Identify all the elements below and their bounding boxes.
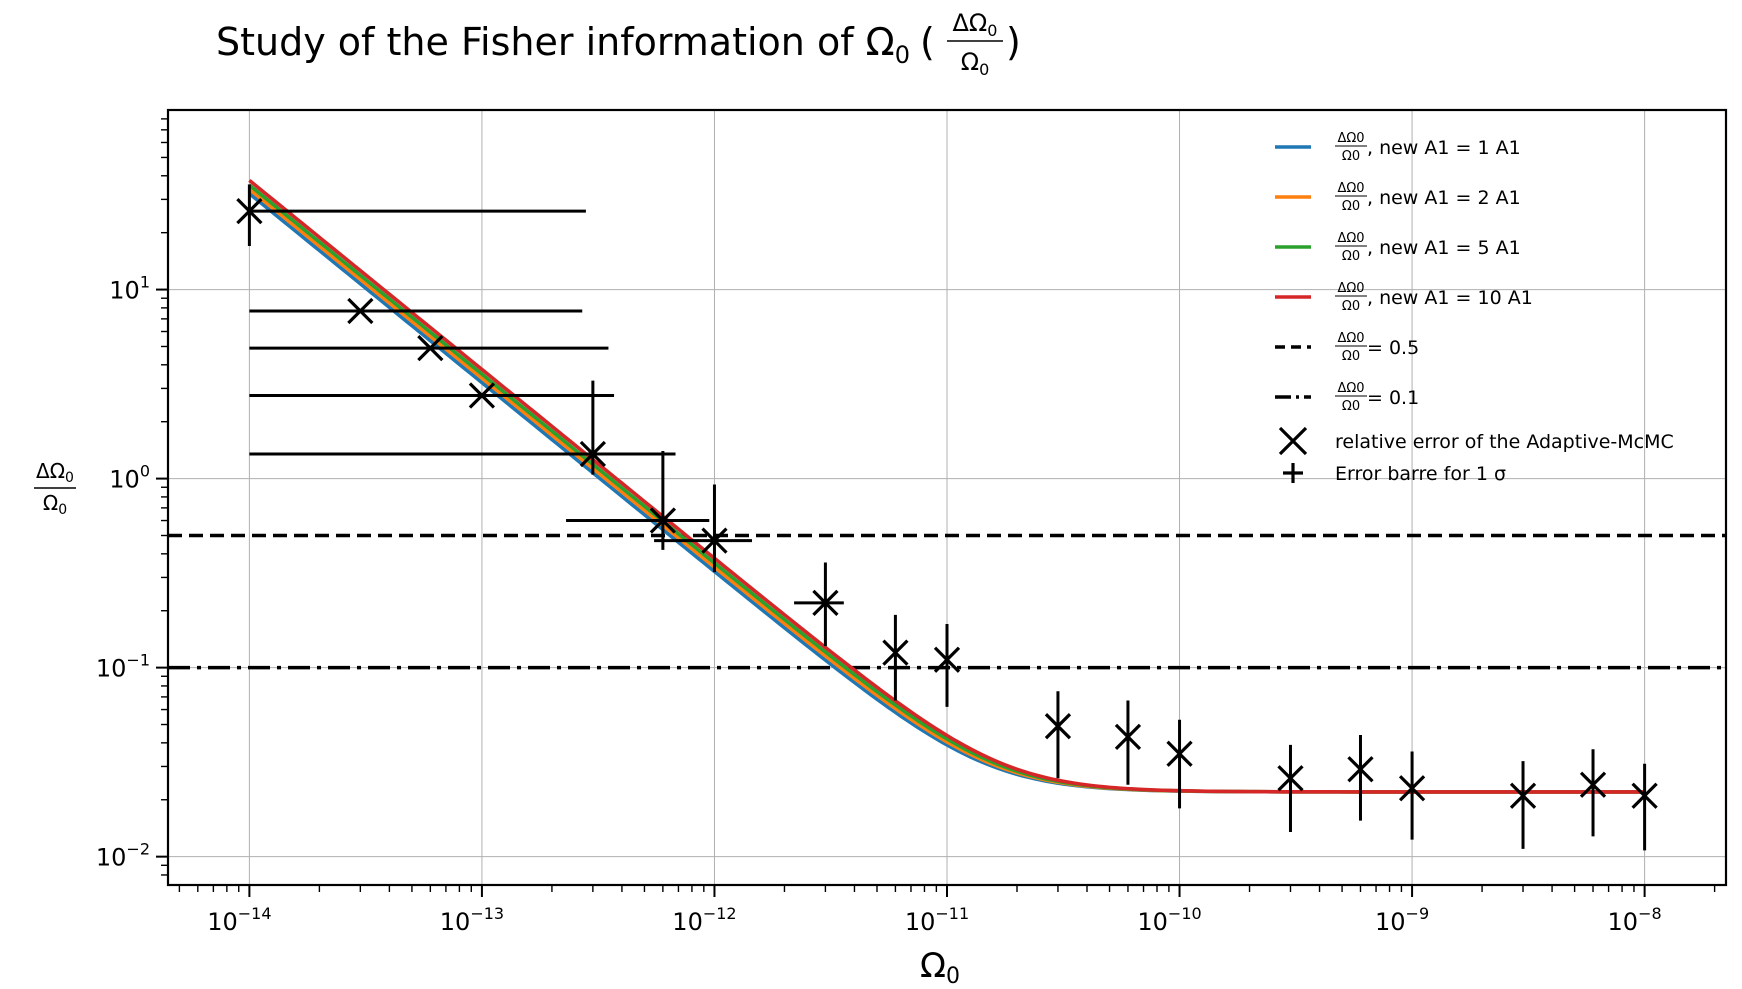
- data-markers: [236, 198, 1658, 809]
- data-point-marker: [1509, 782, 1537, 809]
- data-point-marker: [701, 527, 728, 554]
- legend-frac-den: Ω0: [1342, 199, 1360, 214]
- x-tick-labels: 10−14 10−13 10−12 10−11 10−10 10−9 10−8: [207, 904, 1661, 936]
- data-point-marker: [1166, 740, 1193, 767]
- data-point-marker: [1631, 782, 1658, 809]
- x-tick-label: 10−9: [1375, 904, 1429, 936]
- legend-frac-num: ΔΩ0: [1337, 131, 1364, 146]
- x-tick-label: 10−8: [1608, 904, 1662, 936]
- legend-frac-den: Ω0: [1342, 299, 1360, 314]
- legend-swatch-errorbar: [1283, 463, 1303, 483]
- data-point-marker: [468, 382, 496, 409]
- legend-label-marker: relative error of the Adaptive-McMC: [1335, 431, 1674, 453]
- chart-title-paren-close: ): [1006, 20, 1021, 64]
- data-point-marker: [1277, 765, 1304, 792]
- legend-frac-num: ΔΩ0: [1337, 231, 1364, 246]
- data-point-marker: [417, 335, 444, 362]
- data-point-marker: [236, 198, 263, 225]
- x-tick-label: 10−13: [440, 904, 504, 936]
- data-point-marker: [1114, 723, 1142, 751]
- y-tick-label: 101: [109, 273, 150, 305]
- legend-swatch-marker: [1278, 426, 1308, 456]
- data-point-marker: [812, 589, 839, 617]
- data-point-marker: [1398, 775, 1426, 802]
- data-point-marker: [882, 639, 909, 666]
- legend-label-series-3: , new A1 = 5 A1: [1367, 237, 1521, 259]
- legend-label-hline-2: = 0.1: [1367, 387, 1419, 409]
- legend-frac-den: Ω0: [1342, 399, 1360, 414]
- svg-text:ΔΩ0: ΔΩ0: [36, 459, 74, 486]
- chart-title: Study of the Fisher information of Ω0: [216, 20, 910, 69]
- data-point-marker: [1044, 713, 1072, 740]
- data-point-marker: [579, 440, 607, 468]
- x-axis-label: Ω0: [920, 946, 960, 989]
- data-point-marker: [1347, 756, 1374, 783]
- data-point-marker: [649, 507, 677, 534]
- y-tick-label: 100: [109, 462, 150, 494]
- legend-frac-num: ΔΩ0: [1337, 381, 1364, 396]
- legend-frac-den: Ω0: [1342, 249, 1360, 264]
- x-tick-label: 10−11: [905, 904, 969, 936]
- legend-frac-num: ΔΩ0: [1337, 281, 1364, 296]
- svg-text:Ω0: Ω0: [961, 48, 990, 79]
- chart-title-fraction: ΔΩ0 Ω0: [947, 9, 1003, 79]
- legend-label-errorbar: Error barre for 1 σ: [1335, 463, 1506, 485]
- legend-label-hline-1: = 0.5: [1367, 337, 1419, 359]
- x-tick-label: 10−12: [672, 904, 736, 936]
- legend-frac-den: Ω0: [1342, 349, 1360, 364]
- legend-label-series-2: , new A1 = 2 A1: [1367, 187, 1521, 209]
- y-tick-label: 10−2: [96, 840, 150, 872]
- legend-frac-num: ΔΩ0: [1337, 181, 1364, 196]
- chart-title-paren-open: (: [920, 20, 935, 64]
- data-point-marker: [933, 646, 961, 673]
- x-tick-label: 10−14: [207, 904, 271, 936]
- data-point-marker: [1579, 771, 1607, 798]
- svg-text:ΔΩ0: ΔΩ0: [953, 9, 998, 40]
- legend-frac-num: ΔΩ0: [1337, 331, 1364, 346]
- axes: [156, 108, 1728, 897]
- legend-label-series-4: , new A1 = 10 A1: [1367, 287, 1533, 309]
- y-tick-label: 10−1: [96, 651, 150, 683]
- x-tick-label: 10−10: [1137, 904, 1201, 936]
- error-bars: [247, 184, 1647, 851]
- y-axis-label: ΔΩ0 Ω0: [34, 459, 76, 518]
- legend-frac-den: Ω0: [1342, 149, 1360, 164]
- legend-label-series-1: , new A1 = 1 A1: [1367, 137, 1521, 159]
- data-point-marker: [347, 297, 374, 325]
- svg-text:Ω0: Ω0: [43, 491, 67, 518]
- y-tick-labels: 101 100 10−1 10−2: [96, 273, 150, 872]
